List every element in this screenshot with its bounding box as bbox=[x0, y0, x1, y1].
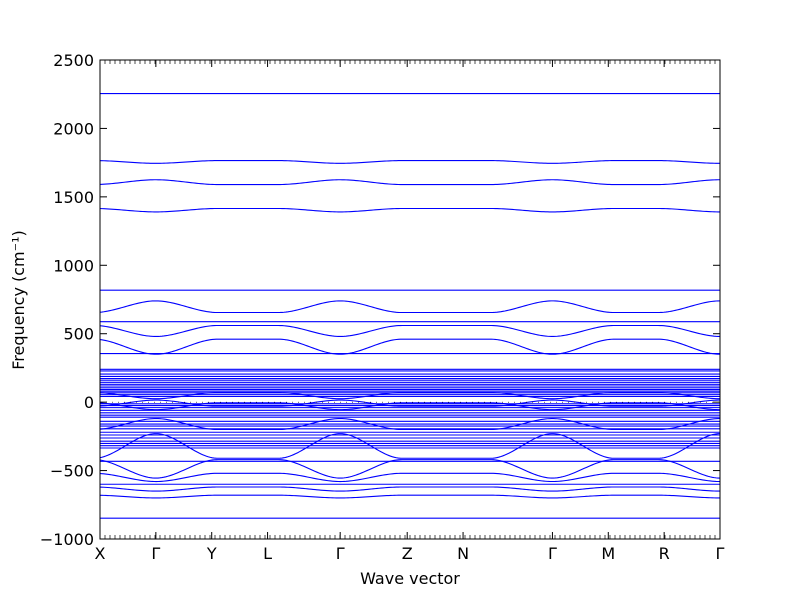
y-tick-label: 2500 bbox=[53, 51, 94, 70]
y-tick-label: 500 bbox=[63, 325, 94, 344]
band-line bbox=[99, 399, 721, 407]
x-tick-label: Z bbox=[402, 544, 413, 563]
x-tick-label: Γ bbox=[716, 544, 725, 563]
y-tick-label: −1000 bbox=[40, 530, 94, 549]
band-line bbox=[99, 433, 721, 459]
x-tick-label: N bbox=[457, 544, 469, 563]
y-tick-label: 2000 bbox=[53, 119, 94, 138]
x-tick-label: Y bbox=[206, 544, 217, 563]
band-line bbox=[99, 179, 721, 186]
band-line bbox=[99, 472, 721, 483]
plot-frame bbox=[99, 59, 721, 540]
band-line bbox=[99, 418, 721, 431]
band-line bbox=[99, 494, 721, 499]
band-line bbox=[99, 338, 721, 355]
y-tick-label: −500 bbox=[50, 462, 94, 481]
band-line bbox=[99, 300, 721, 314]
band-line bbox=[99, 459, 721, 479]
x-tick-label: X bbox=[95, 544, 106, 563]
y-tick-label: 0 bbox=[84, 393, 94, 412]
x-tick-label: M bbox=[601, 544, 615, 563]
y-axis-label: Frequency (cm⁻¹) bbox=[9, 230, 28, 369]
x-tick-label: L bbox=[263, 544, 272, 563]
y-tick-label: 1500 bbox=[53, 188, 94, 207]
band-line bbox=[99, 486, 721, 492]
band-line bbox=[99, 207, 721, 213]
band-lines bbox=[99, 92, 721, 519]
x-tick-label: Γ bbox=[336, 544, 345, 563]
band-line bbox=[99, 392, 721, 400]
band-line bbox=[99, 402, 721, 411]
y-tick-label: 1000 bbox=[53, 256, 94, 275]
x-tick-label: R bbox=[659, 544, 670, 563]
x-axis-label: Wave vector bbox=[360, 569, 460, 588]
band-line bbox=[99, 324, 721, 338]
minor-ticks bbox=[99, 60, 721, 539]
x-tick-label: Γ bbox=[548, 544, 557, 563]
x-tick-label: Γ bbox=[151, 544, 160, 563]
band-line bbox=[99, 160, 721, 164]
y-axis: −1000 −500 0 500 1000 1500 2000 2500 bbox=[40, 51, 720, 549]
